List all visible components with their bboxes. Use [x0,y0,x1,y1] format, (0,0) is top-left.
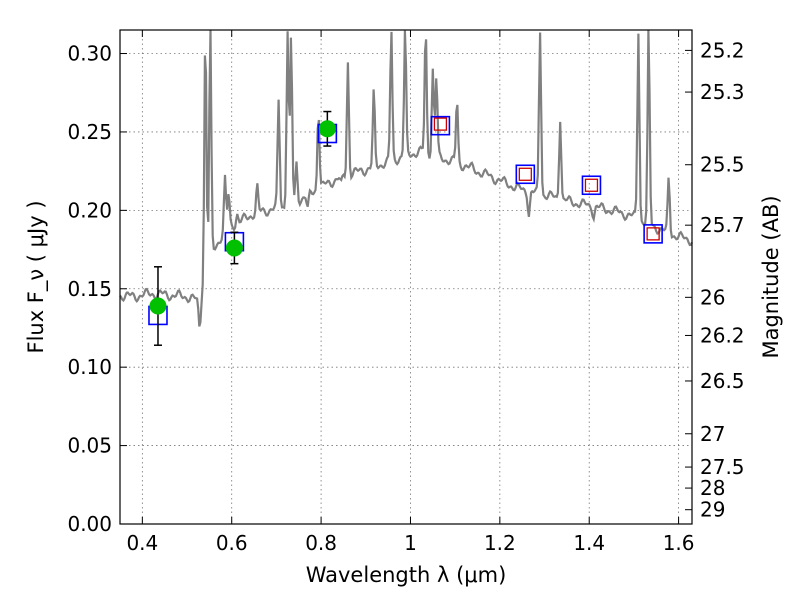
magnitude-tick-label: 25.3 [700,80,745,104]
magnitude-tick-label: 25.2 [700,38,745,62]
model-photometry-point [581,175,602,196]
x-tick-label: 0.8 [305,531,337,555]
y-tick-label: 0.30 [67,42,112,66]
x-tick-label: 1.2 [484,531,516,555]
magnitude-tick-label: 26 [700,285,725,309]
model-photometry-point [643,224,663,244]
observed-nir-point [518,167,532,181]
x-tick-label: 0.4 [126,531,158,555]
magnitude-tick-label: 26.2 [700,323,745,347]
y-tick-label: 0.05 [67,434,112,458]
y-tick-label: 0.25 [67,120,112,144]
y-tick-label: 0.20 [67,198,112,222]
observed-photometry-point [225,239,243,257]
magnitude-tick-label: 25.5 [700,153,745,177]
model-photometry-point [515,164,536,185]
photometry-points-layer [148,110,663,346]
y-tick-label: 0.00 [67,512,112,536]
x-axis-label: Wavelength λ (μm) [306,563,507,587]
magnitude-tick-label: 25.7 [700,213,745,237]
observed-nir-point [646,227,660,241]
plot-frame [119,29,693,525]
model-spectrum-line [119,29,694,327]
x-axis-ticks: 0.4 0.6 0.8 1 1.2 1.4 1.6 [126,30,695,555]
model-photometry-point [430,115,451,136]
y-tick-label: 0.15 [67,277,112,301]
y-axis-ticks: 0.00 0.05 0.10 0.15 0.20 0.25 0.30 [67,42,127,536]
magnitude-tick-label: 27.5 [700,455,745,479]
observed-nir-point [433,117,448,131]
observed-photometry-point [149,297,167,315]
magnitude-tick-label: 28 [700,476,725,500]
magnitude-tick-label: 26.5 [700,369,745,393]
magnitude-axis-label: Magnitude (AB) [759,195,783,358]
model-spectrum-layer [119,29,694,327]
x-tick-label: 1 [404,531,417,555]
x-tick-label: 1.6 [663,531,695,555]
y-tick-label: 0.10 [67,355,112,379]
magnitude-tick-label: 27 [700,422,725,446]
x-tick-label: 1.4 [573,531,605,555]
x-tick-label: 0.6 [216,531,248,555]
observed-nir-point [584,178,599,192]
magnitude-tick-label: 29 [700,498,725,522]
observed-photometry-point [318,120,336,138]
y-axis-label: Flux F_ν ( μJy ) [24,200,49,353]
